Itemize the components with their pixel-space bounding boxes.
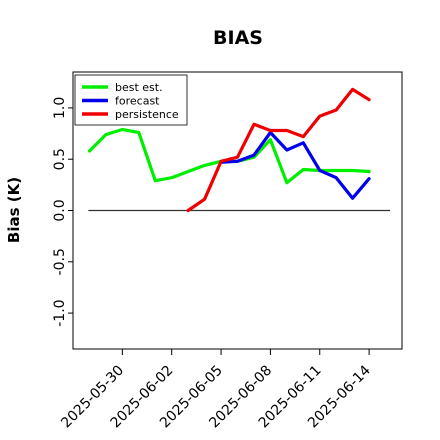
y-tick-label: -0.5 — [52, 248, 68, 275]
legend-label: forecast — [115, 95, 160, 108]
plot-area: -1.0-0.50.00.51.02025-05-302025-06-02202… — [52, 71, 403, 431]
y-tick-label: 0.5 — [52, 148, 68, 170]
y-axis-label: Bias (K) — [5, 177, 23, 243]
series-line-persistence — [186, 87, 371, 213]
chart-title: BIAS — [213, 27, 263, 49]
y-tick-label: 0.0 — [52, 199, 68, 221]
legend-label: best est. — [115, 81, 163, 94]
series-line-forecast — [219, 130, 371, 200]
legend-label: persistence — [115, 108, 179, 121]
y-tick-label: -1.0 — [52, 299, 68, 326]
y-tick-label: 1.0 — [52, 97, 68, 119]
